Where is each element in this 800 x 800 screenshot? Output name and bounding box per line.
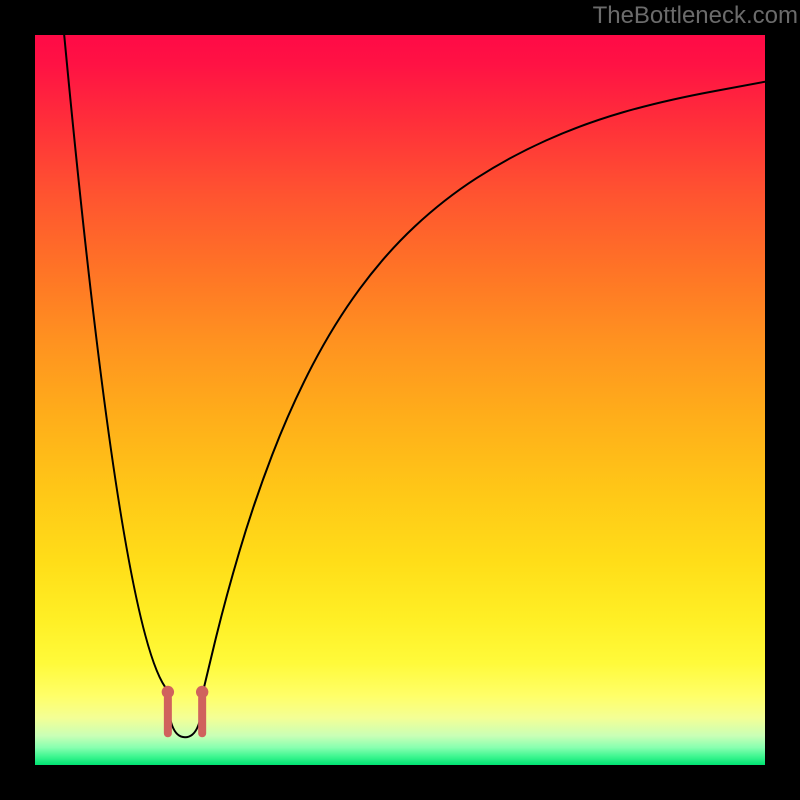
marker-dot-0: [162, 686, 174, 698]
marker-body-0: [164, 694, 172, 737]
watermark-label: TheBottleneck.com: [593, 2, 798, 30]
plot-area: [35, 35, 765, 765]
plot-svg: [35, 35, 765, 765]
gradient-background: [35, 35, 765, 765]
marker-dot-1: [196, 686, 208, 698]
marker-body-1: [198, 694, 206, 737]
